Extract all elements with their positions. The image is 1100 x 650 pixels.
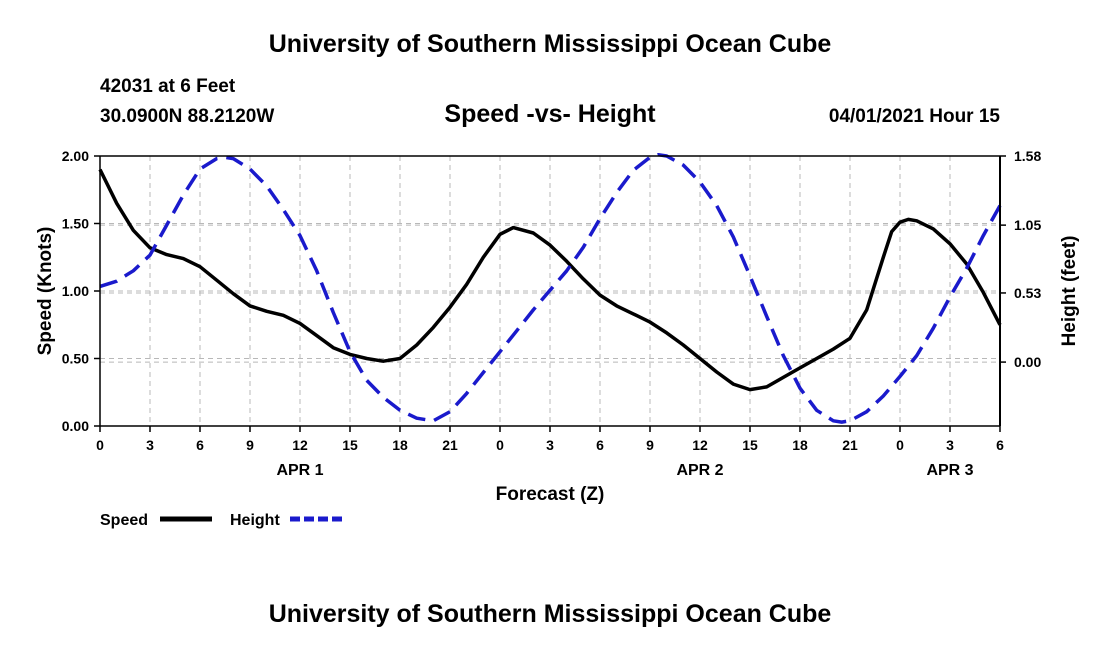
x-tick-label: 12: [292, 437, 308, 453]
page-title: University of Southern Mississippi Ocean…: [268, 30, 832, 58]
y-tick-label: 0.00: [62, 418, 89, 434]
x-tick-label: 3: [546, 437, 554, 453]
footer-title: University of Southern Mississippi Ocean…: [268, 600, 832, 628]
chart-subtitle: Speed -vs- Height: [444, 100, 656, 128]
x-tick-label: 6: [596, 437, 604, 453]
y2-tick-label: 0.53: [1014, 285, 1041, 301]
x-tick-label: 18: [392, 437, 408, 453]
x-tick-label: 6: [996, 437, 1004, 453]
x-tick-label: 0: [496, 437, 504, 453]
y-tick-label: 1.50: [62, 216, 89, 232]
station-coordinates: 30.0900N 88.2120W: [100, 106, 275, 127]
x-axis-title: Forecast (Z): [496, 484, 605, 505]
x-tick-label: 6: [196, 437, 204, 453]
y-tick-label: 0.50: [62, 351, 89, 367]
station-label: 42031 at 6 Feet: [100, 76, 236, 97]
x-tick-label: 21: [842, 437, 858, 453]
x-tick-label: 12: [692, 437, 708, 453]
x-tick-label: 15: [342, 437, 358, 453]
x-tick-label: 3: [146, 437, 154, 453]
x-tick-label: 9: [646, 437, 654, 453]
y2-tick-label: 1.05: [1014, 217, 1041, 233]
y-tick-label: 2.00: [62, 148, 89, 164]
y-axis-title: Speed (Knots): [35, 227, 56, 356]
series-layer: [98, 152, 1002, 424]
legend: Speed Height: [100, 512, 342, 529]
x-tick-label: 0: [896, 437, 904, 453]
x-day-label: APR 2: [676, 462, 723, 479]
x-day-label: APR 3: [926, 462, 973, 479]
x-tick-label: 9: [246, 437, 254, 453]
series-line-height: [99, 152, 1002, 424]
y2-axis-title: Height (feet): [1059, 236, 1080, 347]
legend-label-height: Height: [230, 512, 280, 529]
y-tick-label: 1.00: [62, 283, 89, 299]
x-tick-label: 18: [792, 437, 808, 453]
y2-tick-label: 1.58: [1014, 148, 1041, 164]
x-tick-label: 3: [946, 437, 954, 453]
x-tick-label: 15: [742, 437, 758, 453]
x-tick-label: 21: [442, 437, 458, 453]
legend-label-speed: Speed: [100, 512, 148, 529]
y2-tick-label: 0.00: [1014, 354, 1041, 370]
series-line-speed: [98, 168, 1002, 392]
forecast-datetime: 04/01/2021 Hour 15: [828, 106, 1000, 127]
x-day-label: APR 1: [276, 462, 323, 479]
x-tick-label: 0: [96, 437, 104, 453]
axis-layer: 0 3 6 9 12 15 18 21 0 3 6 9 12 15 18 21 0 3 6 APR 1 APR 2 APR…: [35, 148, 1080, 505]
